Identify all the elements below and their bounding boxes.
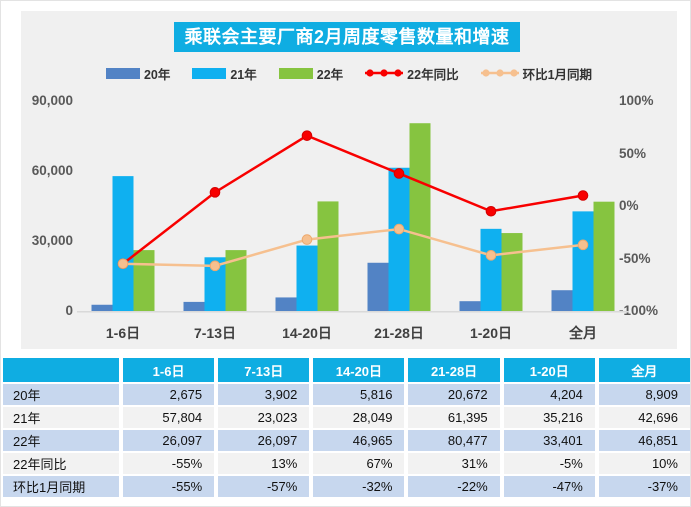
table-cell: 26,097 [218,430,310,451]
table-cell: 35,216 [503,407,595,428]
legend-label: 环比1月同期 [522,67,593,82]
chart-legend: 20年 21年 22年 22年同比 [21,63,677,83]
table-cell: 8,909 [598,384,690,405]
row-label: 22年 [3,430,119,451]
header-cell: 1-6日 [123,358,215,382]
table-cell: 5,816 [313,384,405,405]
table-cell: -22% [408,476,500,497]
chart-title: 乘联会主要厂商2月周度零售数量和增速 [174,22,520,52]
y-left-tick: 90,000 [31,93,73,108]
header-cell: 7-13日 [218,358,310,382]
legend-label: 22年 [316,67,344,82]
line-marker-icon [365,69,404,77]
table-cell: -5% [503,453,595,474]
table-row: 21年 57,804 23,023 28,049 61,395 35,216 4… [3,407,690,428]
legend-item-22y: 22年 [278,64,344,83]
legend-item-20y: 20年 [105,64,171,83]
header-cell: 21-28日 [408,358,500,382]
row-label: 20年 [3,384,119,405]
legend-label: 22年同比 [407,67,459,82]
legend-label: 20年 [143,67,171,82]
data-table: 1-6日 7-13日 14-20日 21-28日 1-20日 全月 20年 2,… [3,358,690,497]
table-cell: 28,049 [313,407,405,428]
table-cell: 20,672 [408,384,500,405]
table-cell: 26,097 [123,430,215,451]
table-row: 20年 2,675 3,902 5,816 20,672 4,204 8,909 [3,384,690,405]
table-cell: -55% [123,453,215,474]
x-tick: 14-20日 [282,325,332,341]
table-header-row: 1-6日 7-13日 14-20日 21-28日 1-20日 全月 [3,358,690,382]
table-cell: 33,401 [503,430,595,451]
table-row: 22年 26,097 26,097 46,965 80,477 33,401 4… [3,430,690,451]
legend-item-yoy: 22年同比 [365,64,459,83]
table-cell: 57,804 [123,407,215,428]
table-cell: 46,965 [313,430,405,451]
x-tick: 1-20日 [469,325,513,341]
x-tick: 全月 [569,325,597,341]
table-cell: 4,204 [503,384,595,405]
y-right-tick: 100% [619,93,654,108]
y-right-tick: -100% [619,303,659,318]
table-cell: -32% [313,476,405,497]
x-tick: 1-6日 [105,325,141,341]
legend-item-mom: 环比1月同期 [480,64,593,83]
row-label: 环比1月同期 [3,476,119,497]
table-cell: 80,477 [408,430,500,451]
row-label: 21年 [3,407,119,428]
bar-swatch-icon [192,67,227,79]
table-cell: -57% [218,476,310,497]
y-right-tick: -50% [619,250,651,266]
bar-swatch-icon [105,67,140,79]
table-cell: 23,023 [218,407,310,428]
table-cell: 13% [218,453,310,474]
legend-item-21y: 21年 [192,64,257,83]
table-cell: 67% [313,453,405,474]
y-left-tick: 0 [65,303,73,318]
table-cell: 42,696 [598,407,690,428]
header-cell [3,358,119,382]
chart-panel: 乘联会主要厂商2月周度零售数量和增速 20年 21年 22年 [21,11,677,349]
table-cell: -37% [598,476,690,497]
table-row: 22年同比 -55% 13% 67% 31% -5% 10% [3,453,690,474]
x-tick: 7-13日 [193,325,237,341]
x-axis-labels: 1-6日 7-13日 14-20日 21-28日 1-20日 全月 [77,323,629,343]
y-left-tick: 60,000 [31,163,73,178]
legend-label: 21年 [230,67,257,82]
table-cell: 31% [408,453,500,474]
table-cell: -47% [503,476,595,497]
line-marker-icon [480,69,519,77]
header-cell: 1-20日 [503,358,595,382]
y-left-tick: 30,000 [31,233,73,248]
table-cell: 61,395 [408,407,500,428]
table-cell: 10% [598,453,690,474]
y-right-tick: 0% [619,198,639,213]
plot-area [77,123,629,313]
x-tick: 21-28日 [374,325,424,341]
table-cell: -55% [123,476,215,497]
bar-swatch-icon [278,67,313,79]
y-right-tick: 50% [619,145,647,161]
table-cell: 46,851 [598,430,690,451]
table-cell: 2,675 [123,384,215,405]
header-cell: 全月 [598,358,690,382]
table-cell: 3,902 [218,384,310,405]
table-row: 环比1月同期 -55% -57% -32% -22% -47% -37% [3,476,690,497]
row-label: 22年同比 [3,453,119,474]
header-cell: 14-20日 [313,358,405,382]
